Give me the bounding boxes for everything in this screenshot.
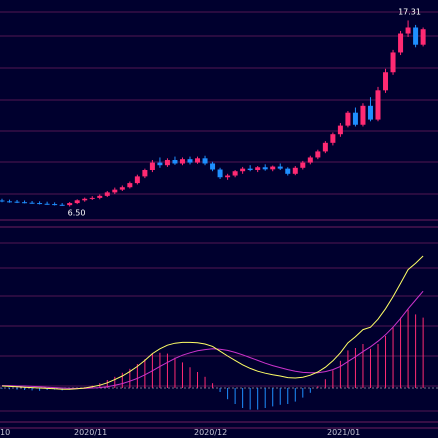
candle-body	[210, 163, 216, 170]
candle-body	[97, 195, 103, 198]
candle-body	[277, 166, 283, 169]
candle-body	[337, 125, 343, 135]
candle-body	[390, 52, 396, 73]
candle-body	[300, 162, 306, 168]
candle-body	[44, 203, 50, 205]
candle-body	[172, 160, 178, 164]
candle-body	[413, 27, 419, 45]
x-tick-label: 10	[0, 428, 10, 437]
candle-body	[270, 166, 276, 170]
candle-body	[262, 167, 268, 170]
price-low-annotation: 6.50	[68, 209, 86, 218]
candle-body	[352, 112, 358, 125]
candle-body	[225, 175, 231, 178]
candle-body	[157, 162, 163, 166]
candle-body	[82, 198, 88, 201]
candle-body	[322, 142, 328, 152]
candle-body	[7, 201, 13, 203]
candle-body	[164, 160, 170, 166]
candle-body	[89, 197, 95, 199]
grid-lines	[0, 11, 438, 429]
candle-body	[398, 33, 404, 53]
candle-body	[112, 189, 118, 193]
candle-body	[285, 168, 291, 174]
macd-dea-line	[2, 290, 424, 389]
price-high-annotation: 17.31	[398, 7, 421, 16]
candle-body	[240, 168, 246, 172]
candle-body	[292, 167, 298, 174]
candle-body	[134, 176, 140, 184]
candle-body	[187, 159, 193, 163]
candle-body	[345, 112, 351, 126]
candle-body	[149, 162, 155, 171]
candle-body	[232, 171, 238, 176]
candle-body	[179, 159, 185, 164]
candle-body	[0, 200, 5, 202]
candle-body	[52, 204, 58, 206]
x-tick-label: 2020/11	[74, 428, 107, 437]
candle-body	[119, 187, 125, 190]
candle-body	[127, 183, 133, 188]
candle-body	[255, 167, 261, 171]
candle-body	[22, 202, 28, 204]
candlestick-series	[0, 20, 426, 207]
candle-body	[315, 151, 321, 158]
candle-body	[59, 204, 65, 206]
candle-body	[74, 200, 80, 204]
candle-body	[330, 134, 336, 143]
macd-dif-line	[1, 255, 424, 390]
candle-body	[307, 157, 313, 163]
candle-body	[202, 158, 208, 164]
candle-body	[367, 105, 373, 120]
candle-body	[142, 170, 148, 177]
candle-body	[217, 169, 223, 178]
candle-body	[37, 203, 43, 205]
candle-body	[67, 203, 73, 206]
candle-body	[383, 72, 389, 91]
candle-body	[405, 27, 411, 34]
candle-body	[29, 202, 35, 204]
x-tick-label: 2020/12	[194, 428, 227, 437]
candle-body	[195, 158, 201, 163]
candle-body	[104, 192, 110, 196]
candle-body	[420, 29, 426, 45]
x-tick-label: 2021/01	[327, 428, 360, 437]
candle-body	[360, 105, 366, 125]
candle-body	[375, 90, 381, 120]
candle-body	[247, 168, 253, 171]
candle-body	[14, 201, 20, 203]
